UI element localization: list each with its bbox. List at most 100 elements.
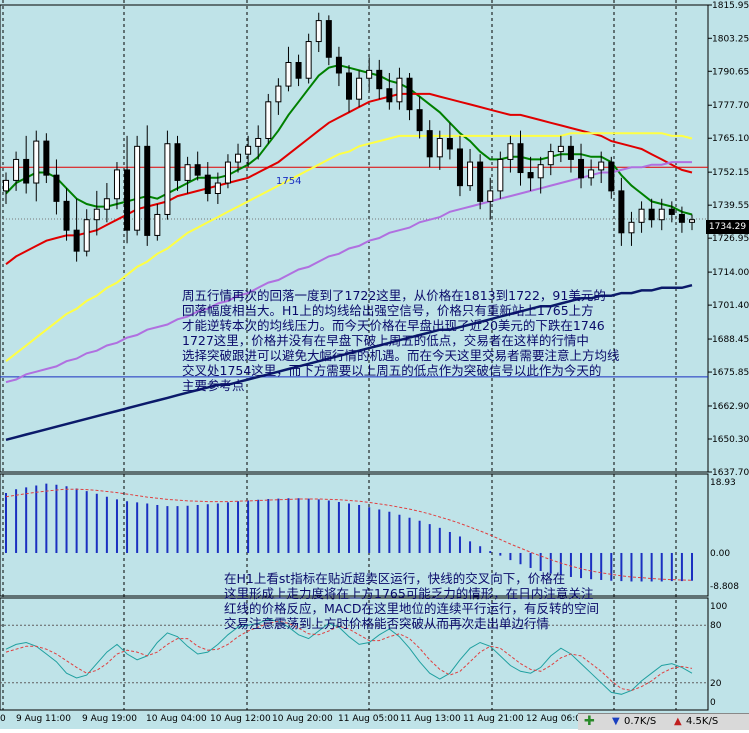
candle-body: [376, 69, 383, 90]
time-tick-label: 10 Aug 04:00: [146, 714, 207, 724]
candle-body: [608, 161, 615, 192]
candle-body: [83, 219, 90, 252]
candle-body: [446, 137, 453, 150]
annotation-line-6: 交叉处1754这里，而下方需要以上周五的低点作为突破信号以此作为今天的: [182, 363, 601, 378]
candle-body: [426, 130, 433, 158]
candle-body: [275, 85, 282, 103]
price-tick-label: 1650.30: [712, 435, 749, 445]
candle-body: [396, 77, 403, 103]
macd-tick-label: -8.808: [710, 582, 739, 592]
candle-body: [487, 190, 494, 202]
annotation-lower-line-2: 这里形成上走力度将在上方1765可能乏力的情形，在日内注意关注: [224, 586, 594, 601]
candle-body: [285, 62, 292, 87]
annotation-line-1: 周五行情再次的回落一度到了1722这里，从价格在1813到1722，91美元的: [182, 288, 606, 303]
stoch-signal-line: [5, 620, 693, 692]
annotation-line-5: 选择突破跟进可以避免大幅行情的机遇。而在今天这里交易者需要注意上方均线: [182, 348, 620, 363]
annotation-line-4: 1727这里，价格并没有在早盘下破上周五的低点，交易者在这样的行情中: [182, 333, 589, 348]
price-tick-label: 1701.40: [712, 301, 749, 311]
candle-body: [325, 20, 332, 58]
price-tick-label: 1803.25: [712, 34, 749, 44]
pane-frame: [0, 4, 709, 473]
time-tick-label: 12 Aug 06:0: [526, 714, 581, 724]
candle-body: [578, 158, 585, 179]
candle-body: [406, 77, 413, 111]
macd-tick-label: 18.93: [710, 478, 736, 488]
time-tick-label: 11 Aug 13:00: [400, 714, 461, 724]
candle-body: [467, 161, 474, 187]
candle-body: [547, 151, 554, 166]
price-tick-label: 1790.65: [712, 67, 749, 77]
price-tick-label: 1726.95: [712, 234, 749, 244]
candle-body: [416, 109, 423, 132]
annotation-line-7: 主要参考点: [182, 378, 245, 393]
price-tick-label: 1752.15: [712, 168, 749, 178]
candle-body: [305, 41, 312, 79]
status-bar: ✚ ▼ 0.7K/S ▲ 4.5K/S: [578, 713, 749, 730]
candle-body: [335, 56, 342, 74]
candle-body: [537, 164, 544, 179]
candle-body: [3, 179, 9, 192]
annotation-line-2: 回落幅度相当大。H1上的均线给出强空信号，价格只有重新站上1765上方: [182, 303, 594, 318]
moving-average-line: [5, 283, 693, 442]
candle-body: [346, 72, 352, 100]
candle-body: [618, 190, 625, 234]
candle-body: [477, 161, 484, 202]
price-tick-label: 1662.90: [712, 402, 749, 412]
candle-body: [668, 208, 675, 215]
candle-body: [224, 161, 231, 184]
candle-body: [63, 200, 70, 231]
candle-body: [124, 169, 131, 231]
price-tick-label: 1714.00: [712, 268, 749, 278]
price-tick-label: 1675.85: [712, 368, 749, 378]
candle-body: [33, 140, 40, 184]
annotation-lower-line-3: 红线的价格反应，MACD在这里地位的连续平行运行，有反转的空间: [224, 601, 599, 616]
annotation-lower-line-1: 在H1上看st指标在贴近超卖区运行，快线的交叉向下，价格在: [224, 571, 565, 586]
level-label-1754: 1754: [276, 176, 301, 187]
candle-body: [678, 213, 685, 223]
candle-body: [517, 143, 524, 174]
stoch-tick-label: 80: [710, 621, 722, 631]
candle-body: [436, 137, 443, 158]
pane-frame: [0, 473, 709, 597]
download-icon: ▼: [612, 716, 620, 727]
candle-body: [497, 158, 504, 192]
candle-body: [456, 148, 463, 187]
candle-body: [113, 169, 120, 200]
upload-icon: ▲: [674, 716, 682, 727]
candle-body: [235, 153, 242, 163]
price-tick-label: 1688.45: [712, 335, 749, 345]
candle-body: [194, 164, 201, 176]
time-tick-label: 10 Aug 12:00: [210, 714, 271, 724]
time-tick-label: 9 Aug 11:00: [16, 714, 71, 724]
time-tick-label: 10 Aug 20:00: [272, 714, 333, 724]
price-tick-label: 1777.70: [712, 101, 749, 111]
candle-body: [366, 69, 373, 79]
candle-body: [598, 161, 605, 171]
candle-body: [255, 137, 262, 147]
moving-average-line: [5, 92, 693, 265]
candle-body: [174, 143, 181, 181]
candle-body: [204, 174, 211, 195]
macd-tick-label: 0.00: [710, 549, 730, 559]
candle-body: [265, 101, 272, 139]
annotation-line-3: 才能逆转本次的均线压力。而今天价格在早盘出现了近20美元的下跌在1746: [182, 318, 605, 333]
stoch-tick-label: 0: [710, 698, 716, 708]
annotation-lower-line-4: 交易注意震荡到上方时价格能否突破从而再次走出单边行情: [224, 616, 549, 631]
candle-body: [214, 182, 221, 195]
candle-body: [689, 219, 695, 223]
candle-body: [164, 143, 171, 215]
stoch-main-line: [5, 618, 693, 695]
candle-body: [648, 208, 655, 221]
price-tick-label: 1815.95: [712, 1, 749, 11]
candle-body: [638, 208, 645, 223]
moving-average-line: [5, 161, 692, 384]
time-tick-label: 9 Aug 19:00: [82, 714, 137, 724]
download-speed: 0.7K/S: [624, 716, 657, 727]
macd-signal-line: [5, 488, 693, 581]
price-tick-label: 1637.70: [712, 468, 749, 478]
candle-body: [588, 169, 595, 179]
price-tick-label: 1765.10: [712, 134, 749, 144]
stoch-tick-label: 100: [710, 602, 727, 612]
